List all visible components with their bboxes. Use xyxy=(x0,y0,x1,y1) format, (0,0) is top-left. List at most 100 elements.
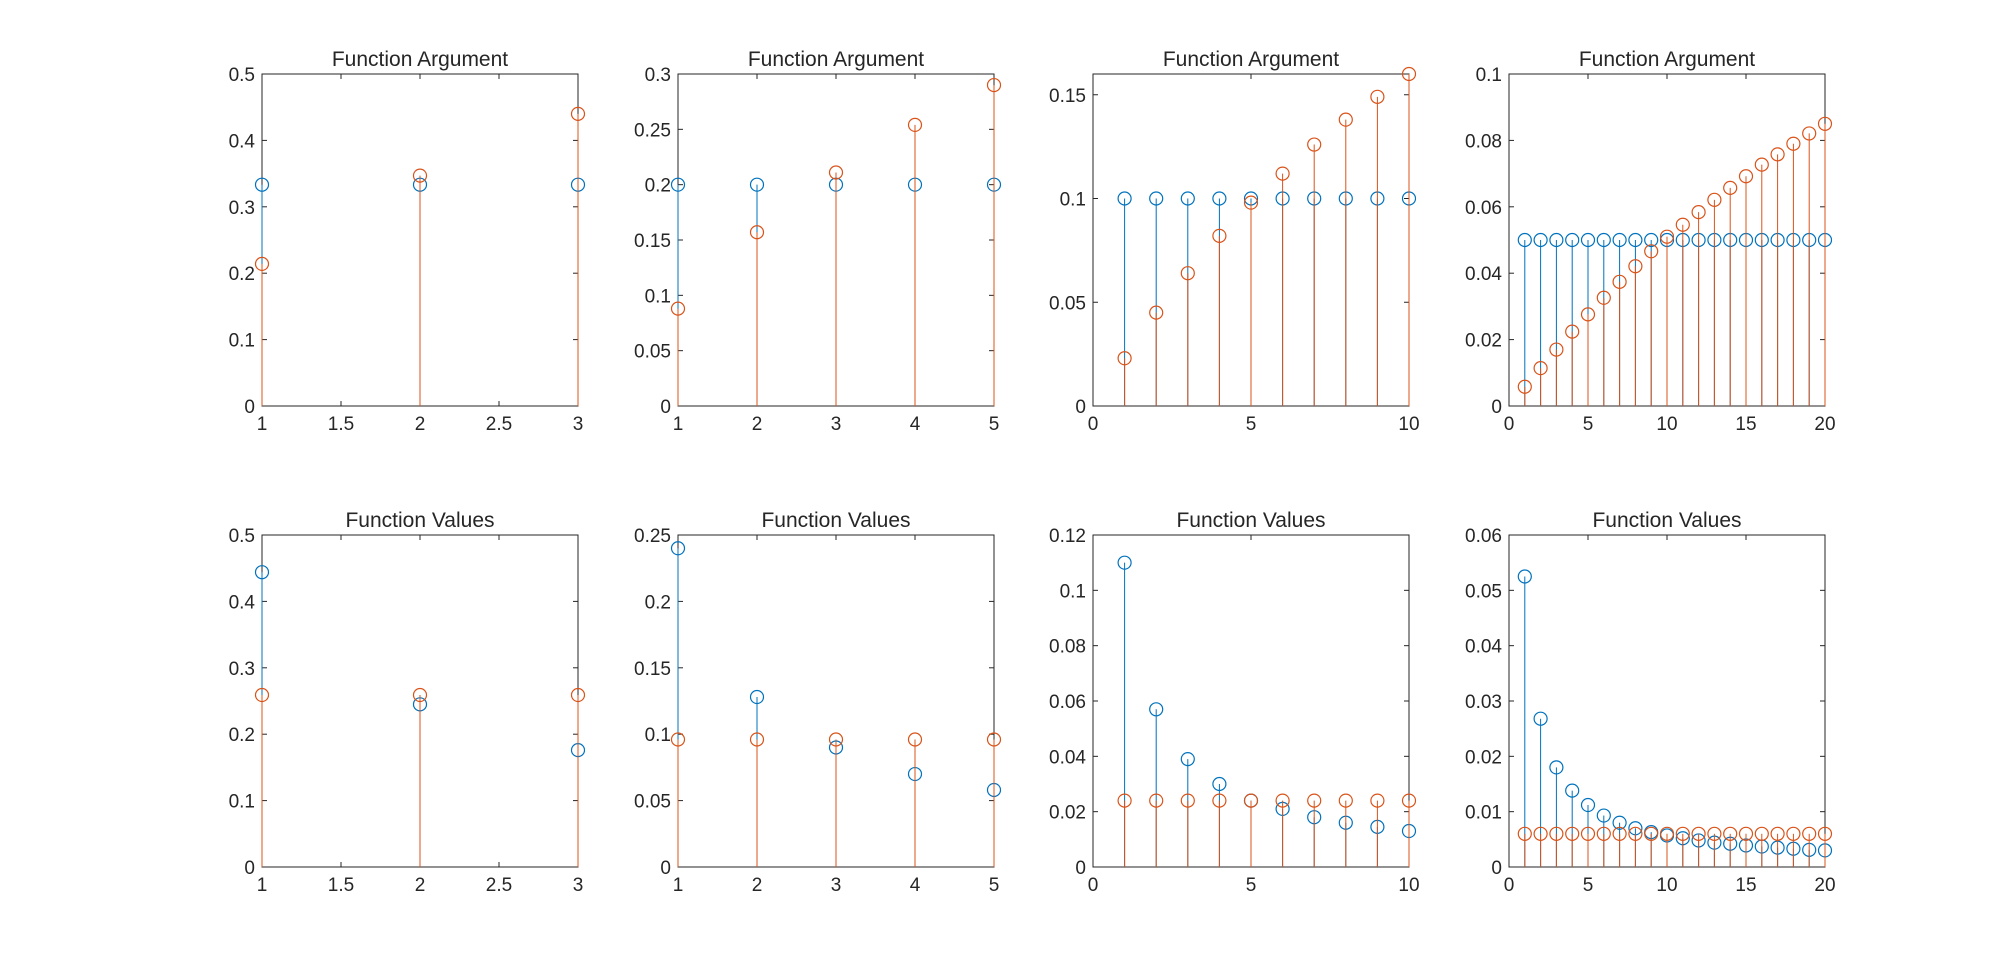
stem-marker xyxy=(1180,191,1195,206)
stem-marker xyxy=(1117,351,1132,366)
x-tick-label: 2 xyxy=(752,414,763,435)
stem-marker xyxy=(1707,192,1722,207)
stem-marker xyxy=(1149,191,1164,206)
y-tick-label: 0.1 xyxy=(229,792,255,813)
x-tick-label: 1 xyxy=(673,875,684,896)
stem-marker xyxy=(1370,89,1385,104)
y-tick-label: 0.3 xyxy=(229,198,255,219)
y-tick-label: 0 xyxy=(1491,858,1502,879)
y-tick-label: 0.1 xyxy=(1476,65,1502,86)
stem-marker xyxy=(570,687,586,703)
series-2 xyxy=(1117,66,1417,406)
x-tick-label: 20 xyxy=(1814,414,1835,435)
series-2 xyxy=(254,687,586,867)
y-tick-label: 0.12 xyxy=(1049,526,1086,547)
stem-marker xyxy=(907,117,923,133)
x-tick-label: 0 xyxy=(1088,875,1099,896)
stem-marker xyxy=(1596,290,1611,305)
y-tick-label: 0.15 xyxy=(634,231,671,252)
y-tick-label: 0.3 xyxy=(645,65,671,86)
subplot-title: Function Values xyxy=(1592,509,1741,532)
y-tick-label: 0.01 xyxy=(1465,803,1502,824)
stem-marker xyxy=(1628,826,1643,841)
x-tick-label: 5 xyxy=(1246,875,1257,896)
stem-marker xyxy=(1180,751,1195,767)
series-1 xyxy=(1517,232,1833,406)
x-tick-label: 2 xyxy=(415,875,426,896)
x-tick-label: 2 xyxy=(752,875,763,896)
y-tick-label: 0.08 xyxy=(1049,637,1086,658)
subplot-1: Function Argument 1 1.5 2 2.5 3 0 0.1 0.2 0.3 0.4 0… xyxy=(229,48,586,435)
stem-marker xyxy=(1401,66,1417,82)
y-tick-label: 0.1 xyxy=(1060,190,1086,211)
subplot-title: Function Argument xyxy=(1163,48,1339,71)
stem-marker xyxy=(1675,217,1690,232)
stem-marker xyxy=(1565,826,1580,841)
stem-marker xyxy=(1212,191,1227,206)
y-tick-label: 0.5 xyxy=(229,65,255,86)
stem-marker xyxy=(1802,126,1817,141)
subplot-title: Function Argument xyxy=(332,48,508,71)
stem-marker xyxy=(1517,826,1532,841)
stem-marker xyxy=(1180,793,1195,808)
x-tick-label: 10 xyxy=(1656,875,1677,896)
stem-marker xyxy=(254,177,270,192)
x-tick-label: 3 xyxy=(831,414,842,435)
y-tick-label: 0.2 xyxy=(229,725,255,746)
stem-marker xyxy=(828,165,844,180)
subplot-8: Function Values 0 5 10 15 20 0 0.01 0.02 0.03 0.04… xyxy=(1465,509,1836,896)
subplot-title: Function Argument xyxy=(748,48,924,71)
stem-marker xyxy=(1738,169,1754,184)
stem-marker xyxy=(1275,166,1290,181)
y-tick-label: 0.04 xyxy=(1465,637,1502,658)
stem-marker xyxy=(1565,232,1580,248)
stem-marker xyxy=(1644,232,1659,248)
stem-marker xyxy=(986,732,1002,747)
stem-marker xyxy=(1691,205,1706,220)
y-tick-label: 0.05 xyxy=(1049,293,1086,314)
stem-marker xyxy=(1786,826,1801,841)
stem-marker xyxy=(749,177,765,192)
y-tick-label: 0 xyxy=(1075,858,1086,879)
y-tick-label: 0.06 xyxy=(1465,198,1502,219)
stem-marker xyxy=(1117,793,1132,808)
stem-marker xyxy=(1212,776,1227,792)
series-2 xyxy=(254,106,586,406)
stem-marker xyxy=(1612,826,1627,841)
x-tick-label: 5 xyxy=(1246,414,1257,435)
x-tick-label: 1.5 xyxy=(328,414,354,435)
series-2 xyxy=(670,732,1002,867)
y-tick-label: 0.04 xyxy=(1465,264,1502,285)
stem-marker xyxy=(1691,826,1706,841)
y-tick-label: 0.08 xyxy=(1465,131,1502,152)
stem-marker xyxy=(907,732,923,747)
y-tick-label: 0.1 xyxy=(229,331,255,352)
stem-marker xyxy=(1580,797,1596,813)
stem-marker xyxy=(1628,232,1643,248)
y-tick-label: 0 xyxy=(244,858,255,879)
stem-marker xyxy=(1149,305,1164,320)
stem-marker xyxy=(1628,259,1643,274)
subplot-4: Function Argument 0 5 10 15 20 0 0.02 0.04 0.06 0.… xyxy=(1465,48,1836,435)
stem-marker xyxy=(1533,711,1548,726)
series-1 xyxy=(1517,569,1833,867)
stem-marker xyxy=(1770,826,1785,841)
x-tick-label: 4 xyxy=(910,414,921,435)
y-tick-label: 0 xyxy=(1491,397,1502,418)
x-tick-label: 10 xyxy=(1656,414,1677,435)
x-tick-label: 5 xyxy=(989,414,1000,435)
stem-marker xyxy=(570,106,586,121)
stem-marker xyxy=(1817,826,1833,841)
stem-marker xyxy=(1565,324,1580,339)
stem-marker xyxy=(1549,232,1564,248)
x-tick-label: 5 xyxy=(1583,414,1594,435)
stem-marker xyxy=(1723,826,1738,841)
x-tick-label: 0 xyxy=(1088,414,1099,435)
stem-marker xyxy=(1644,826,1659,841)
y-tick-label: 0.3 xyxy=(229,659,255,680)
x-tick-label: 1 xyxy=(673,414,684,435)
stem-marker xyxy=(1117,555,1132,570)
series-1 xyxy=(1117,191,1417,406)
stem-marker xyxy=(1307,793,1322,808)
y-tick-label: 0.1 xyxy=(645,286,671,307)
